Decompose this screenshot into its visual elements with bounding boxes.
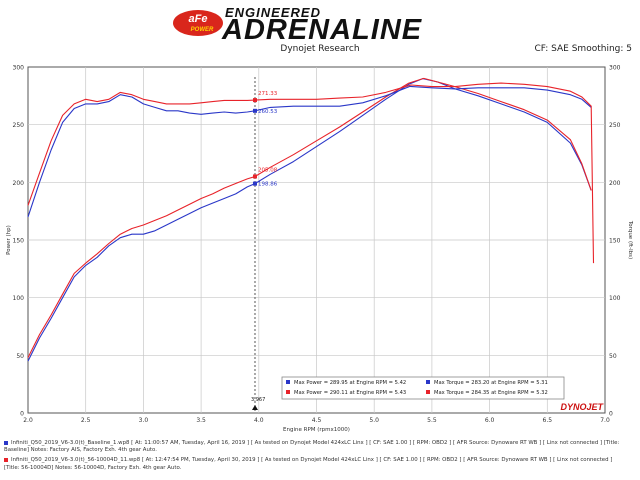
run-2-notes: Infiniti_Q50_2019_V6-3.0(t)_56-10004D_11…	[4, 457, 636, 464]
y-tick-label-right: 250	[609, 122, 621, 129]
svg-text:aFe: aFe	[189, 13, 208, 25]
y-tick-label-left: 250	[13, 122, 25, 129]
run-1-notes: Infiniti_Q50_2019_V6-3.0(t)_Baseline_1.w…	[4, 440, 636, 447]
y-tick-label-right: 150	[609, 238, 621, 245]
dynojet-brand: DYNOJET	[560, 402, 604, 412]
cursor-value-label: 205.08	[258, 167, 278, 173]
legend-entry: Max Torque = 284.35 at Engine RPM = 5.32	[434, 390, 548, 396]
legend-swatch	[426, 380, 430, 384]
run-2-notes-cont: [Title: 56-10004D] Notes: 56-10004D, Fac…	[4, 465, 636, 472]
run-notes: Infiniti_Q50_2019_V6-3.0(t)_Baseline_1.w…	[4, 440, 636, 472]
dyno-chart: 0 0 50 50 100 100 150 150 200 200 250 250 300 300 2.0 2…	[6, 65, 633, 434]
chart-source: Dynojet Research	[280, 44, 360, 54]
x-tick-label: 7.0	[600, 417, 610, 424]
legend-swatch	[286, 380, 290, 384]
legend-swatch	[286, 390, 290, 394]
series-line-torque-4	[27, 82, 595, 264]
x-tick-label: 5.0	[369, 417, 379, 424]
y-tick-label-right: 0	[609, 411, 613, 418]
y-tick-label-left: 300	[13, 65, 25, 72]
x-tick-label: 5.5	[427, 417, 437, 424]
x-axis-title: Engine RPM (rpmx1000)	[283, 427, 350, 433]
run-1-line-2: Baseline] Notes: Factory AIS, Factory Ex…	[4, 447, 157, 454]
cursor-point-marker	[252, 108, 257, 113]
x-tick-label: 3.5	[196, 417, 206, 424]
svg-text:POWER: POWER	[191, 27, 214, 33]
x-tick-label: 6.0	[485, 417, 495, 424]
legend-entry: Max Power = 290.11 at Engine RPM = 5.43	[294, 390, 406, 396]
cursor-marker	[251, 405, 258, 410]
y-tick-label-left: 0	[20, 411, 24, 418]
y-axis-title-right: Torque (ft-lbs)	[627, 220, 633, 259]
y-tick-label-left: 200	[13, 180, 25, 187]
x-tick-label: 6.5	[543, 417, 553, 424]
legend-swatch	[426, 390, 430, 394]
x-tick-label: 2.5	[81, 417, 91, 424]
run-1-notes-cont: Baseline] Notes: Factory AIS, Factory Ex…	[4, 447, 636, 454]
afe-power-logo: aFe POWER	[173, 10, 223, 36]
y-tick-label-left: 50	[16, 353, 24, 360]
y-tick-label-right: 300	[609, 65, 621, 72]
y-tick-label-right: 200	[609, 180, 621, 187]
x-tick-label: 4.0	[254, 417, 264, 424]
run-1-swatch	[4, 440, 8, 445]
y-tick-label-right: 100	[609, 295, 621, 302]
logo-tagline-big: ADRENALINE	[222, 14, 423, 46]
y-tick-label-left: 150	[13, 238, 25, 245]
cursor-point-marker	[252, 174, 257, 179]
run-2-line-1: Infiniti_Q50_2019_V6-3.0(t)_56-10004D_11…	[11, 457, 613, 464]
run-1-line-1: Infiniti_Q50_2019_V6-3.0(t)_Baseline_1.w…	[11, 440, 620, 446]
series-line-power-1	[27, 78, 592, 362]
cursor-value-label: 198.86	[258, 182, 278, 188]
y-axis-title-left: Power (hp)	[6, 225, 12, 255]
run-2-line-2: [Title: 56-10004D] Notes: 56-10004D, Fac…	[4, 464, 182, 471]
cursor-x-label: 3.967	[251, 397, 265, 403]
cursor-point-marker	[252, 98, 257, 103]
x-tick-label: 3.0	[139, 417, 149, 424]
legend-entry: Max Power = 289.95 at Engine RPM = 5.42	[294, 380, 406, 386]
x-tick-label: 2.0	[23, 417, 33, 424]
cursor-point-marker	[252, 181, 257, 186]
cursor-value-label: 260.53	[258, 109, 278, 115]
series-line-torque-3	[27, 85, 592, 218]
y-tick-label-right: 50	[609, 353, 617, 360]
y-tick-label-left: 100	[13, 295, 25, 302]
series-line-power-2	[27, 77, 592, 358]
cursor-value-label: 271.33	[258, 91, 278, 97]
legend-box	[281, 376, 565, 400]
chart-settings: CF: SAE Smoothing: 5	[534, 44, 632, 54]
x-tick-label: 4.5	[312, 417, 322, 424]
run-2-swatch	[4, 457, 8, 462]
legend-entry: Max Torque = 283.20 at Engine RPM = 5.31	[434, 380, 548, 386]
logo-tagline-small: ENGINEERED	[225, 5, 321, 20]
